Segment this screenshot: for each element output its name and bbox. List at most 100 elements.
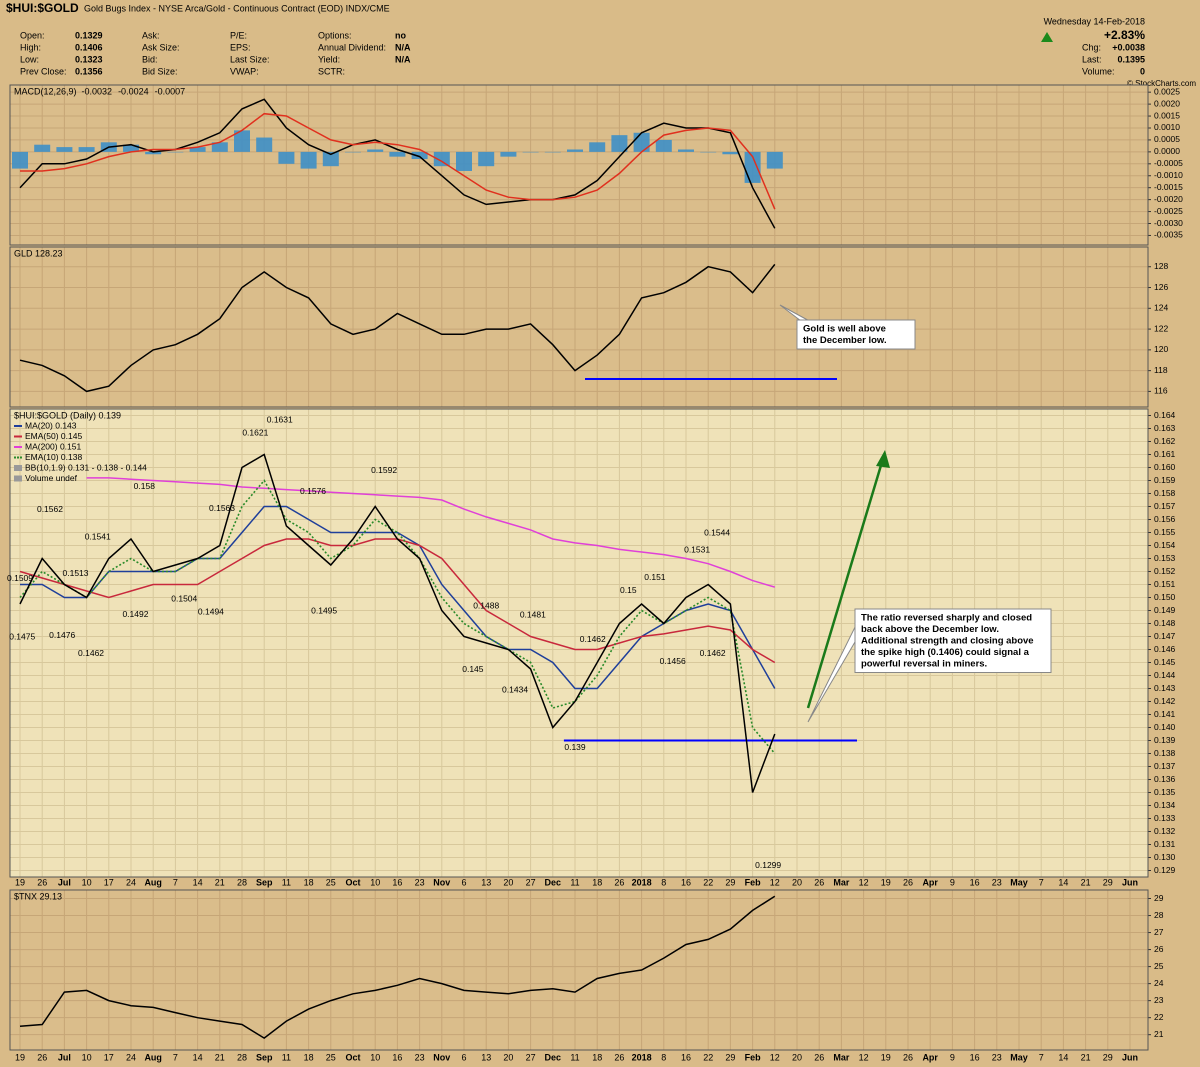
legend-note: BB(10,1.9) 0.131 - 0.138 - 0.144 xyxy=(25,462,147,472)
y-tick-label: 116 xyxy=(1154,386,1168,396)
x-tick-label: 23 xyxy=(415,877,425,887)
x-tick-label: 28 xyxy=(237,877,247,887)
callout-text: powerful reversal in miners. xyxy=(861,659,987,670)
y-tick-label: 0.162 xyxy=(1154,436,1176,446)
quote-value: +0.0038 xyxy=(1112,42,1145,52)
x-tick-label: 23 xyxy=(992,1052,1002,1062)
y-tick-label: -0.0005 xyxy=(1154,158,1183,168)
y-tick-label: 126 xyxy=(1154,282,1168,292)
histogram-bar xyxy=(256,137,273,152)
field-value: 0.1356 xyxy=(75,66,103,76)
x-tick-label: Dec xyxy=(545,1052,562,1062)
histogram-bar xyxy=(678,149,694,152)
x-tick-label: 2018 xyxy=(632,1052,652,1062)
x-tick-label: 20 xyxy=(792,877,802,887)
x-tick-label: 21 xyxy=(215,1052,225,1062)
histogram-bar xyxy=(589,142,606,152)
x-tick-label: 9 xyxy=(950,1052,955,1062)
series-line xyxy=(19,263,776,393)
y-tick-label: 0.148 xyxy=(1154,618,1176,628)
point-label: 0.1494 xyxy=(198,607,224,617)
x-tick-label: 10 xyxy=(370,877,380,887)
legend-entry: EMA(50) 0.145 xyxy=(25,431,82,441)
point-label: 0.1462 xyxy=(580,634,606,644)
legend-entry: -0.0007 xyxy=(155,86,186,96)
quote-label: Volume: xyxy=(1082,66,1115,76)
x-tick-label: 11 xyxy=(570,1052,579,1062)
point-label: 0.158 xyxy=(134,481,156,491)
x-tick-label: 11 xyxy=(282,1052,291,1062)
y-tick-label: 0.139 xyxy=(1154,735,1176,745)
histogram-bar xyxy=(500,151,517,157)
panel-border xyxy=(9,84,1149,246)
x-tick-label: Mar xyxy=(833,877,850,887)
y-tick-label: 0.155 xyxy=(1154,527,1176,537)
histogram-bar xyxy=(300,151,317,169)
x-tick-label: 21 xyxy=(215,877,225,887)
x-tick-label: 22 xyxy=(703,1052,713,1062)
x-tick-label: 26 xyxy=(814,877,824,887)
x-tick-label: 20 xyxy=(503,1052,513,1062)
x-tick-label: 12 xyxy=(859,877,869,887)
x-tick-label: 26 xyxy=(614,877,624,887)
x-tick-label: May xyxy=(1010,1052,1028,1062)
y-tick-label: -0.0025 xyxy=(1154,206,1183,216)
x-tick-label: 29 xyxy=(1103,877,1113,887)
field-label: Low: xyxy=(20,54,39,64)
y-tick-label: 26 xyxy=(1154,944,1164,954)
x-tick-label: 10 xyxy=(370,1052,380,1062)
y-tick-label: 0.150 xyxy=(1154,592,1176,602)
field-value: N/A xyxy=(395,42,411,52)
y-tick-label: 0.0020 xyxy=(1154,98,1180,108)
symbol: $HUI:$GOLD xyxy=(6,1,79,15)
field-label: Bid Size: xyxy=(142,66,178,76)
x-tick-label: 8 xyxy=(661,877,666,887)
x-tick-label: 18 xyxy=(304,877,314,887)
point-label: 0.151 xyxy=(644,572,666,582)
y-tick-label: 0.156 xyxy=(1154,514,1176,524)
callout-box xyxy=(854,608,1052,673)
point-label: 0.1476 xyxy=(49,630,75,640)
x-tick-label: Jul xyxy=(58,877,71,887)
point-label: 0.1509 xyxy=(7,573,33,583)
y-tick-label: 0.153 xyxy=(1154,553,1176,563)
x-tick-label: Oct xyxy=(345,1052,360,1062)
point-label: 0.1631 xyxy=(267,414,293,424)
field-value: 0.1323 xyxy=(75,54,103,64)
histogram-bar xyxy=(766,151,783,169)
x-tick-label: 2018 xyxy=(632,877,652,887)
series-line xyxy=(20,505,776,690)
y-tick-label: 27 xyxy=(1154,927,1164,937)
x-tick-label: 11 xyxy=(282,877,291,887)
callout-text: Gold is well above xyxy=(803,324,886,335)
legend-entry: MA(200) 0.151 xyxy=(25,441,81,451)
point-label: 0.1513 xyxy=(63,568,89,578)
histogram-bar xyxy=(234,130,250,152)
y-tick-label: 0.151 xyxy=(1154,579,1176,589)
y-tick-label: 0.160 xyxy=(1154,462,1176,472)
point-label: 0.1488 xyxy=(473,600,499,610)
x-tick-label: 16 xyxy=(970,877,980,887)
legend-entry: MA(20) 0.143 xyxy=(25,420,77,430)
histogram-bar xyxy=(145,151,162,155)
y-tick-label: -0.0020 xyxy=(1154,194,1183,204)
series-line xyxy=(19,98,776,229)
x-tick-label: 22 xyxy=(703,877,713,887)
y-tick-label: 0.0000 xyxy=(1154,146,1180,156)
y-tick-label: 0.0015 xyxy=(1154,110,1180,120)
up-arrow-icon xyxy=(1041,32,1053,42)
histogram-bar xyxy=(345,151,361,153)
y-tick-label: 0.144 xyxy=(1154,670,1176,680)
histogram-bar xyxy=(700,151,717,153)
y-tick-label: -0.0035 xyxy=(1154,230,1183,240)
x-tick-label: 27 xyxy=(526,1052,536,1062)
x-tick-label: 10 xyxy=(82,877,92,887)
x-tick-label: 26 xyxy=(37,877,47,887)
histogram-bar xyxy=(78,147,95,152)
series-line xyxy=(19,453,776,793)
y-tick-label: 0.141 xyxy=(1154,709,1176,719)
x-tick-label: 26 xyxy=(814,1052,824,1062)
x-tick-label: 14 xyxy=(1058,1052,1068,1062)
x-tick-label: 25 xyxy=(326,1052,336,1062)
histogram-bar xyxy=(322,151,339,167)
